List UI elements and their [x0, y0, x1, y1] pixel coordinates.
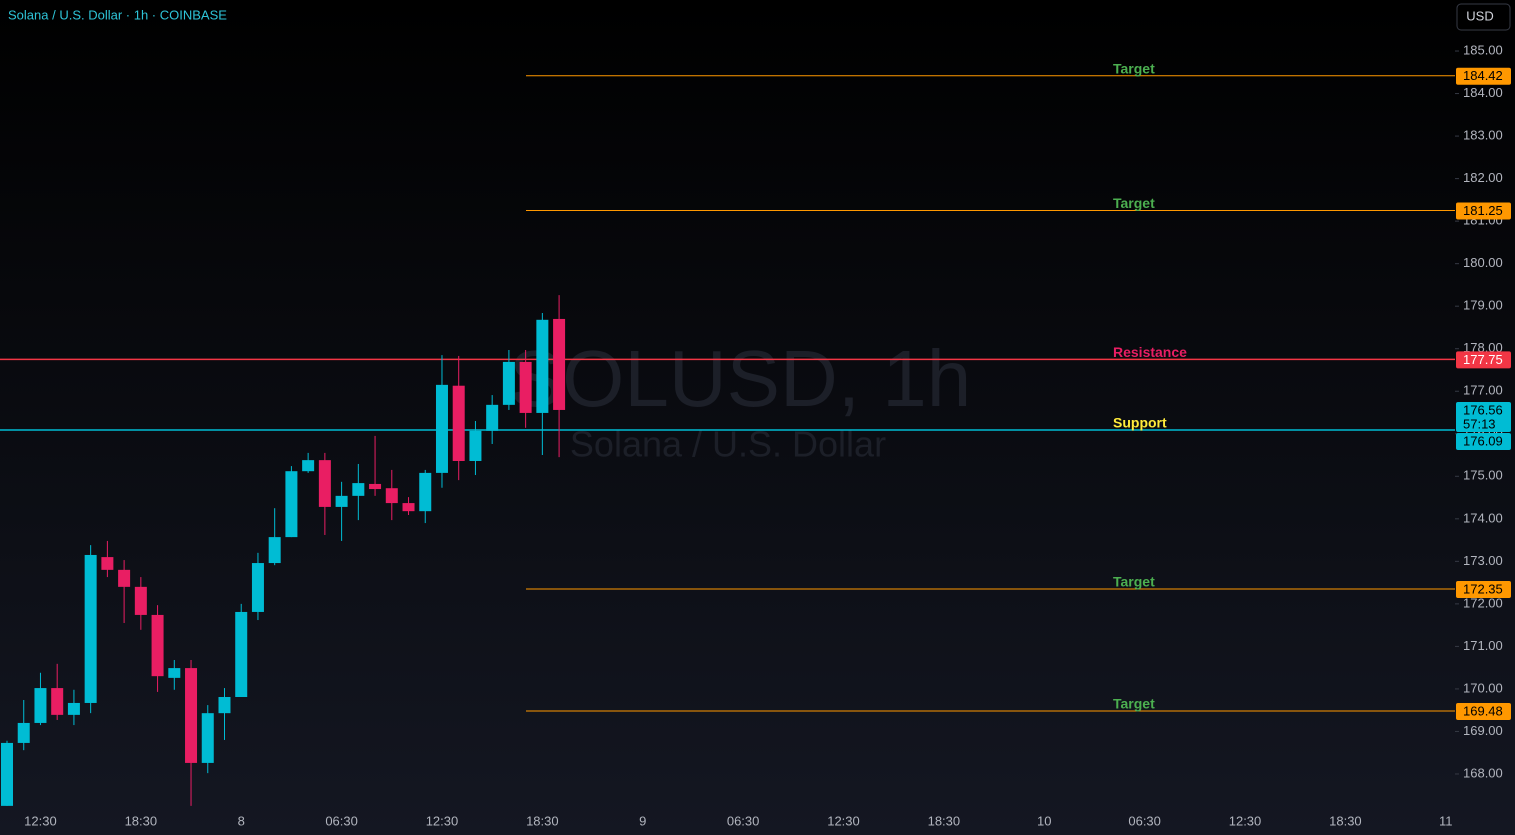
- y-tick-label: 168.00: [1463, 765, 1503, 780]
- price-box: [1456, 432, 1511, 450]
- x-tick-label: 12:30: [24, 813, 57, 828]
- price-box-label: 184.42: [1463, 68, 1503, 83]
- candle-body: [469, 430, 482, 461]
- candle-body: [251, 563, 264, 612]
- currency-button[interactable]: [1456, 3, 1511, 31]
- last-price-label: 176.56: [1463, 402, 1503, 417]
- candle-body: [402, 503, 415, 512]
- candle-body: [268, 537, 281, 564]
- candle-body: [318, 460, 331, 507]
- y-tick-label: 184.00: [1463, 85, 1503, 100]
- x-tick-label: 12:30: [1229, 813, 1262, 828]
- candle-body: [235, 611, 248, 698]
- y-tick-label: 173.00: [1463, 553, 1503, 568]
- candle-body: [51, 688, 64, 715]
- y-tick-label: 169.00: [1463, 723, 1503, 738]
- countdown: 57:13: [1463, 416, 1496, 431]
- chart-title: Solana / U.S. Dollar · 1h · COINBASE: [8, 7, 227, 22]
- x-tick-label: 06:30: [325, 813, 358, 828]
- watermark: SOLUSD, 1h: [509, 334, 971, 423]
- price-box-label: 169.48: [1463, 703, 1503, 718]
- currency-label[interactable]: USD: [1466, 8, 1493, 23]
- level-label: Target: [1113, 60, 1155, 76]
- candle-body: [519, 361, 532, 413]
- candle-body: [285, 471, 298, 538]
- candle-body: [419, 472, 432, 512]
- y-tick-label: 177.00: [1463, 383, 1503, 398]
- candle-body: [369, 483, 382, 490]
- candle-body: [352, 483, 365, 496]
- x-tick-label: 10: [1037, 813, 1051, 828]
- y-tick-label: 174.00: [1463, 510, 1503, 525]
- price-box-label: 172.35: [1463, 581, 1503, 596]
- x-tick-label: 11: [1439, 813, 1453, 828]
- candle-body: [201, 713, 214, 763]
- level-label: Resistance: [1113, 344, 1187, 360]
- candle-body: [34, 688, 47, 723]
- candle-body: [302, 460, 315, 472]
- candle-body: [553, 318, 566, 410]
- price-box: [1456, 202, 1511, 220]
- candle-body: [84, 554, 97, 703]
- level-label: Target: [1113, 696, 1155, 712]
- candle-body: [134, 586, 147, 615]
- candle-body: [17, 722, 30, 743]
- level-label: Target: [1113, 195, 1155, 211]
- candle-body: [218, 697, 231, 714]
- price-box: [1456, 351, 1511, 369]
- price-box-label: 181.25: [1463, 203, 1503, 218]
- candle-body: [168, 668, 181, 678]
- candle-body: [435, 384, 448, 473]
- candle-body: [502, 361, 515, 405]
- candle-body: [67, 702, 80, 715]
- y-tick-label: 185.00: [1463, 42, 1503, 57]
- last-price-box: [1456, 401, 1511, 432]
- x-tick-label: 18:30: [125, 813, 158, 828]
- x-tick-label: 06:30: [1128, 813, 1161, 828]
- price-box-label: 176.09: [1463, 433, 1503, 448]
- y-tick-label: 180.00: [1463, 255, 1503, 270]
- x-tick-label: 18:30: [928, 813, 961, 828]
- x-tick-label: 18:30: [1329, 813, 1362, 828]
- x-tick-label: 18:30: [526, 813, 559, 828]
- y-tick-label: 175.00: [1463, 468, 1503, 483]
- candle-body: [151, 614, 164, 677]
- y-tick-label: 172.00: [1463, 595, 1503, 610]
- x-tick-label: 12:30: [827, 813, 860, 828]
- price-box: [1456, 703, 1511, 721]
- candle-body: [452, 385, 465, 461]
- y-tick-label: 182.00: [1463, 170, 1503, 185]
- price-box: [1456, 580, 1511, 598]
- price-box-label: 177.75: [1463, 352, 1503, 367]
- candle-body: [536, 319, 549, 413]
- y-tick-label: 183.00: [1463, 128, 1503, 143]
- y-tick-label: 171.00: [1463, 638, 1503, 653]
- candle-body: [118, 569, 131, 587]
- level-label: Target: [1113, 574, 1155, 590]
- candle-body: [101, 557, 114, 570]
- x-tick-label: 8: [238, 813, 245, 828]
- level-label: Support: [1113, 415, 1167, 431]
- candle-body: [185, 668, 198, 763]
- candle-body: [1, 742, 13, 806]
- y-tick-label: 170.00: [1463, 680, 1503, 695]
- x-tick-label: 12:30: [426, 813, 459, 828]
- x-tick-label: 9: [639, 813, 646, 828]
- price-box: [1456, 67, 1511, 85]
- y-tick-label: 179.00: [1463, 298, 1503, 313]
- x-tick-label: 06:30: [727, 813, 760, 828]
- candle-body: [385, 488, 398, 504]
- candle-body: [335, 495, 348, 507]
- candle-body: [486, 404, 499, 431]
